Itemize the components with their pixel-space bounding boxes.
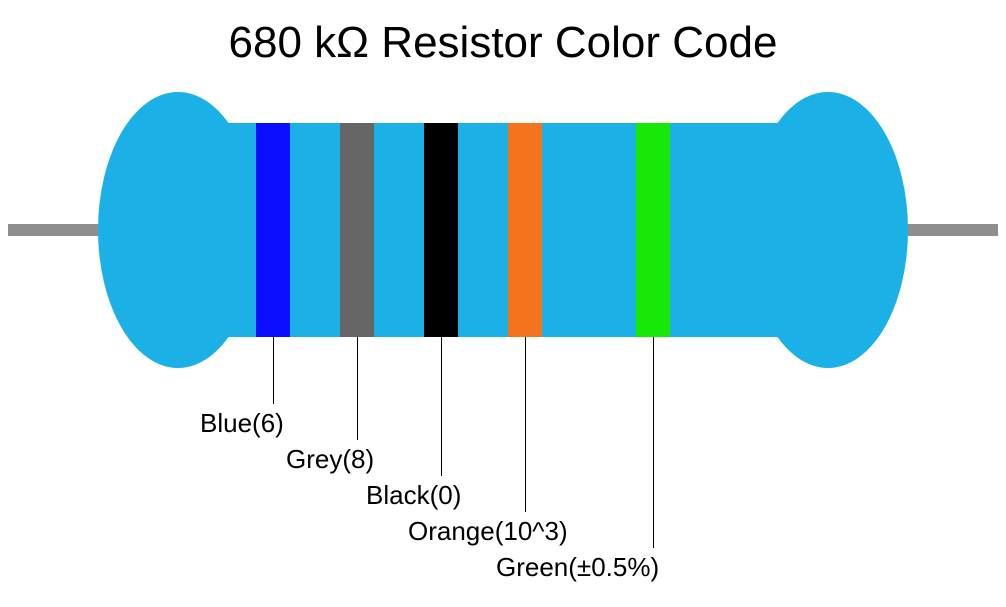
band-label-2: Grey(8) — [286, 444, 374, 475]
band-label-3: Black(0) — [366, 480, 461, 511]
band-5 — [636, 123, 670, 337]
band-4 — [508, 123, 542, 337]
band-1 — [256, 123, 290, 337]
band-label-1: Blue(6) — [200, 408, 284, 439]
band-label-5: Green(±0.5%) — [496, 552, 659, 583]
leader-line-1 — [273, 337, 274, 404]
leader-line-4 — [525, 337, 526, 512]
band-3 — [424, 123, 458, 337]
leader-line-5 — [653, 337, 654, 548]
leader-line-3 — [441, 337, 442, 476]
resistor-diagram: Blue(6)Grey(8) Black(0) Orange(10^3) Green(… — [0, 0, 1006, 607]
band-label-4: Orange(10^3) — [408, 516, 568, 547]
leader-line-2 — [357, 337, 358, 440]
band-2 — [340, 123, 374, 337]
